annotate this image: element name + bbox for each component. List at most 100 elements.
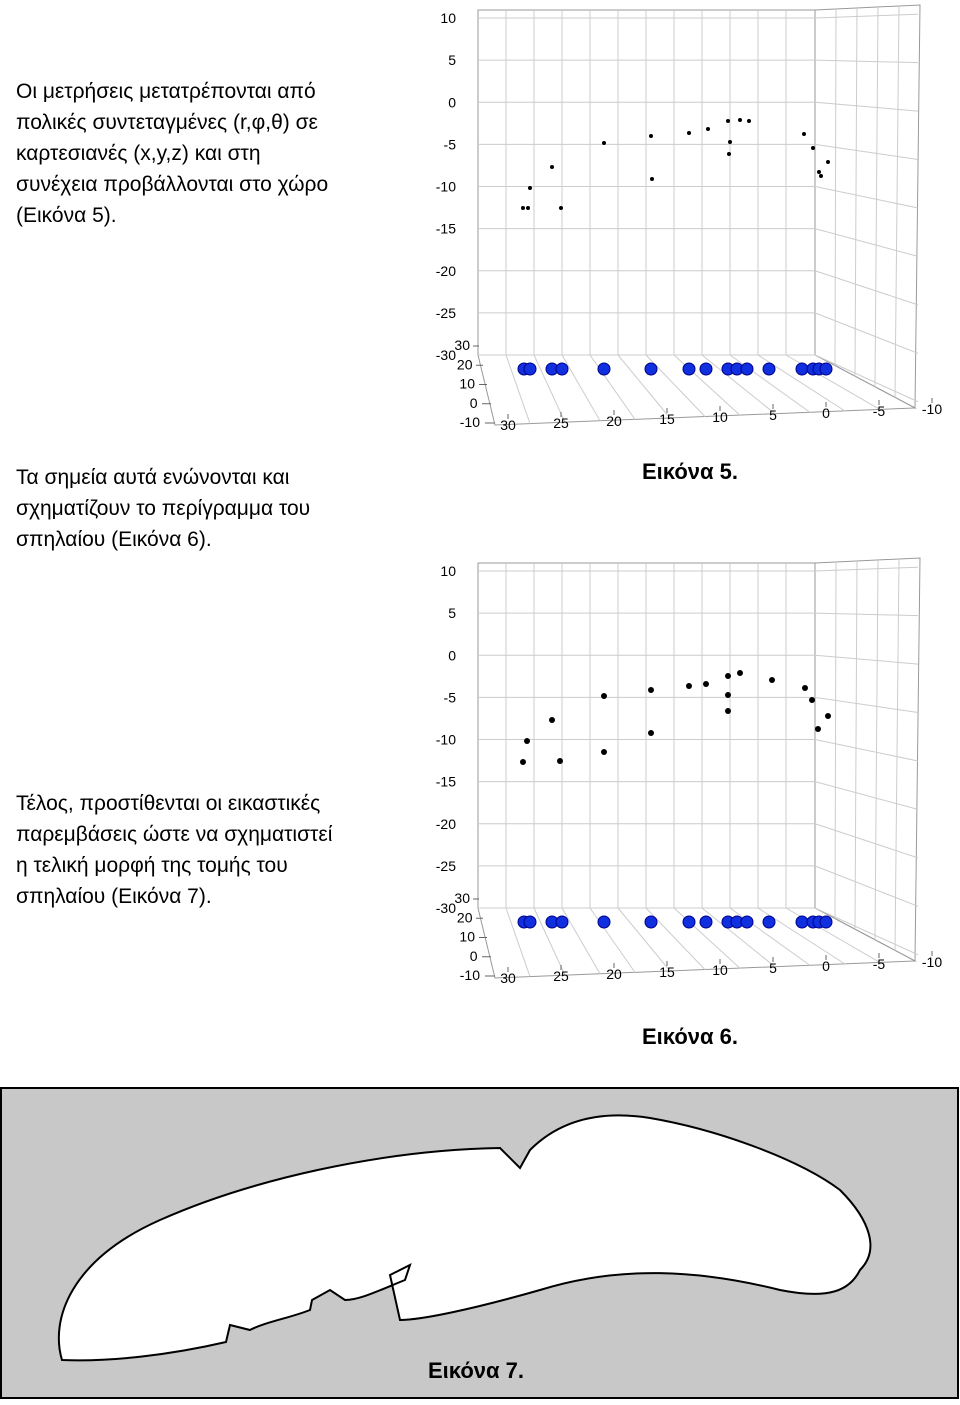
x-tick-label: -10 [922,954,942,970]
x-tick-label: 15 [659,964,675,980]
x-tick-label: 25 [553,415,569,431]
x-tick-label: 10 [712,409,728,425]
outline-point [549,717,555,723]
measured-point [747,119,751,123]
side-grid-line [814,907,919,956]
x-tick-label: 10 [712,962,728,978]
side-grid-line [814,228,919,257]
outline-point [737,670,743,676]
side-grid-line [814,101,919,112]
measured-point [526,206,530,210]
x-tick-label: 5 [769,960,777,976]
paragraph-line: σπηλαίου (Εικόνα 6). [16,528,212,551]
x-tick-label: -5 [873,403,886,419]
x-tick-label: 30 [500,970,516,986]
outline-point [648,687,654,693]
z-tick-label: 10 [440,563,456,579]
measured-point [649,134,653,138]
floor-grid [589,907,636,973]
projected-point [555,915,569,929]
projected-point [682,915,696,929]
projected-point [819,362,833,376]
z-tick-label: -5 [444,689,457,705]
projected-point [740,915,754,929]
measured-point [706,127,710,131]
z-tick-label: 10 [440,10,456,26]
paragraph-line: Τέλος, προστίθενται οι εικαστικές [16,792,320,815]
floor-grid [561,907,601,975]
y-tick-label: 20 [457,909,473,925]
projected-point [699,915,713,929]
measured-point [559,206,563,210]
outline-point [686,683,692,689]
side-grid-line [814,865,919,907]
paragraph-line: Οι μετρήσεις μετατρέπονται από [16,80,316,103]
x-tick-label: 15 [659,411,675,427]
paragraph-line: (Εικόνα 5). [16,204,117,227]
outline-point [557,758,563,764]
measured-point [826,160,830,164]
measured-point [819,174,823,178]
floor-grid [589,354,636,420]
x-tick-label: 30 [500,417,516,433]
side-grid-line [814,312,919,354]
figure-caption: Εικόνα 5. [642,459,738,484]
side-grid-line [814,696,919,714]
x-tick-label: 20 [606,413,622,429]
floor-grid [617,354,671,419]
paragraph-line: συνέχεια προβάλλονται στο χώρο [16,173,328,196]
y-tick-label: 30 [454,337,470,353]
y-tick-label: 0 [470,948,478,964]
side-grid-line [814,781,919,810]
outline-point [725,673,731,679]
z-tick-label: 5 [448,605,456,621]
x-tick-label: -10 [922,401,942,417]
paragraph-line: Τα σημεία αυτά ενώνονται και [16,466,290,489]
x-tick-label: 20 [606,966,622,982]
outline-point [703,681,709,687]
x-tick-label: 0 [822,405,830,421]
side-grid [834,561,837,919]
floor-grid [533,354,566,423]
x-tick-label: -5 [873,956,886,972]
z-tick-label: -25 [436,858,456,874]
side-grid-line [814,823,919,859]
projected-point [682,362,696,376]
measured-point [817,170,821,174]
paragraph-line: πολικές συντεταγμένες (r,φ,θ) σε [16,111,318,134]
z-tick-label: -30 [436,900,456,916]
projected-point [523,915,537,929]
outline-point [802,685,808,691]
measured-point [550,165,554,169]
outline-point [725,708,731,714]
floor-grid [533,907,566,976]
measured-point [602,141,606,145]
z-tick-label: -25 [436,305,456,321]
floor-grid [505,354,531,424]
projected-point [597,362,611,376]
y-tick-label: -10 [460,967,480,983]
z-tick-label: -10 [436,732,456,748]
measured-point [650,177,654,181]
floor-grid [561,354,601,422]
side-grid-line [814,13,919,19]
side-grid-line [814,270,919,306]
y-tick-label: 30 [454,890,470,906]
paragraph-line: καρτεσιανές (x,y,z) και στη [16,142,261,165]
measured-point [811,146,815,150]
outline-point [825,713,831,719]
side-grid [894,558,900,951]
outline-point [725,692,731,698]
outline-point [601,749,607,755]
outline-point [815,726,821,732]
y-tick-label: 20 [457,356,473,372]
projected-point [819,915,833,929]
projected-point [523,362,537,376]
z-tick-label: -20 [436,816,456,832]
side-grid [894,5,900,398]
figure-caption: Εικόνα 6. [642,1024,738,1049]
